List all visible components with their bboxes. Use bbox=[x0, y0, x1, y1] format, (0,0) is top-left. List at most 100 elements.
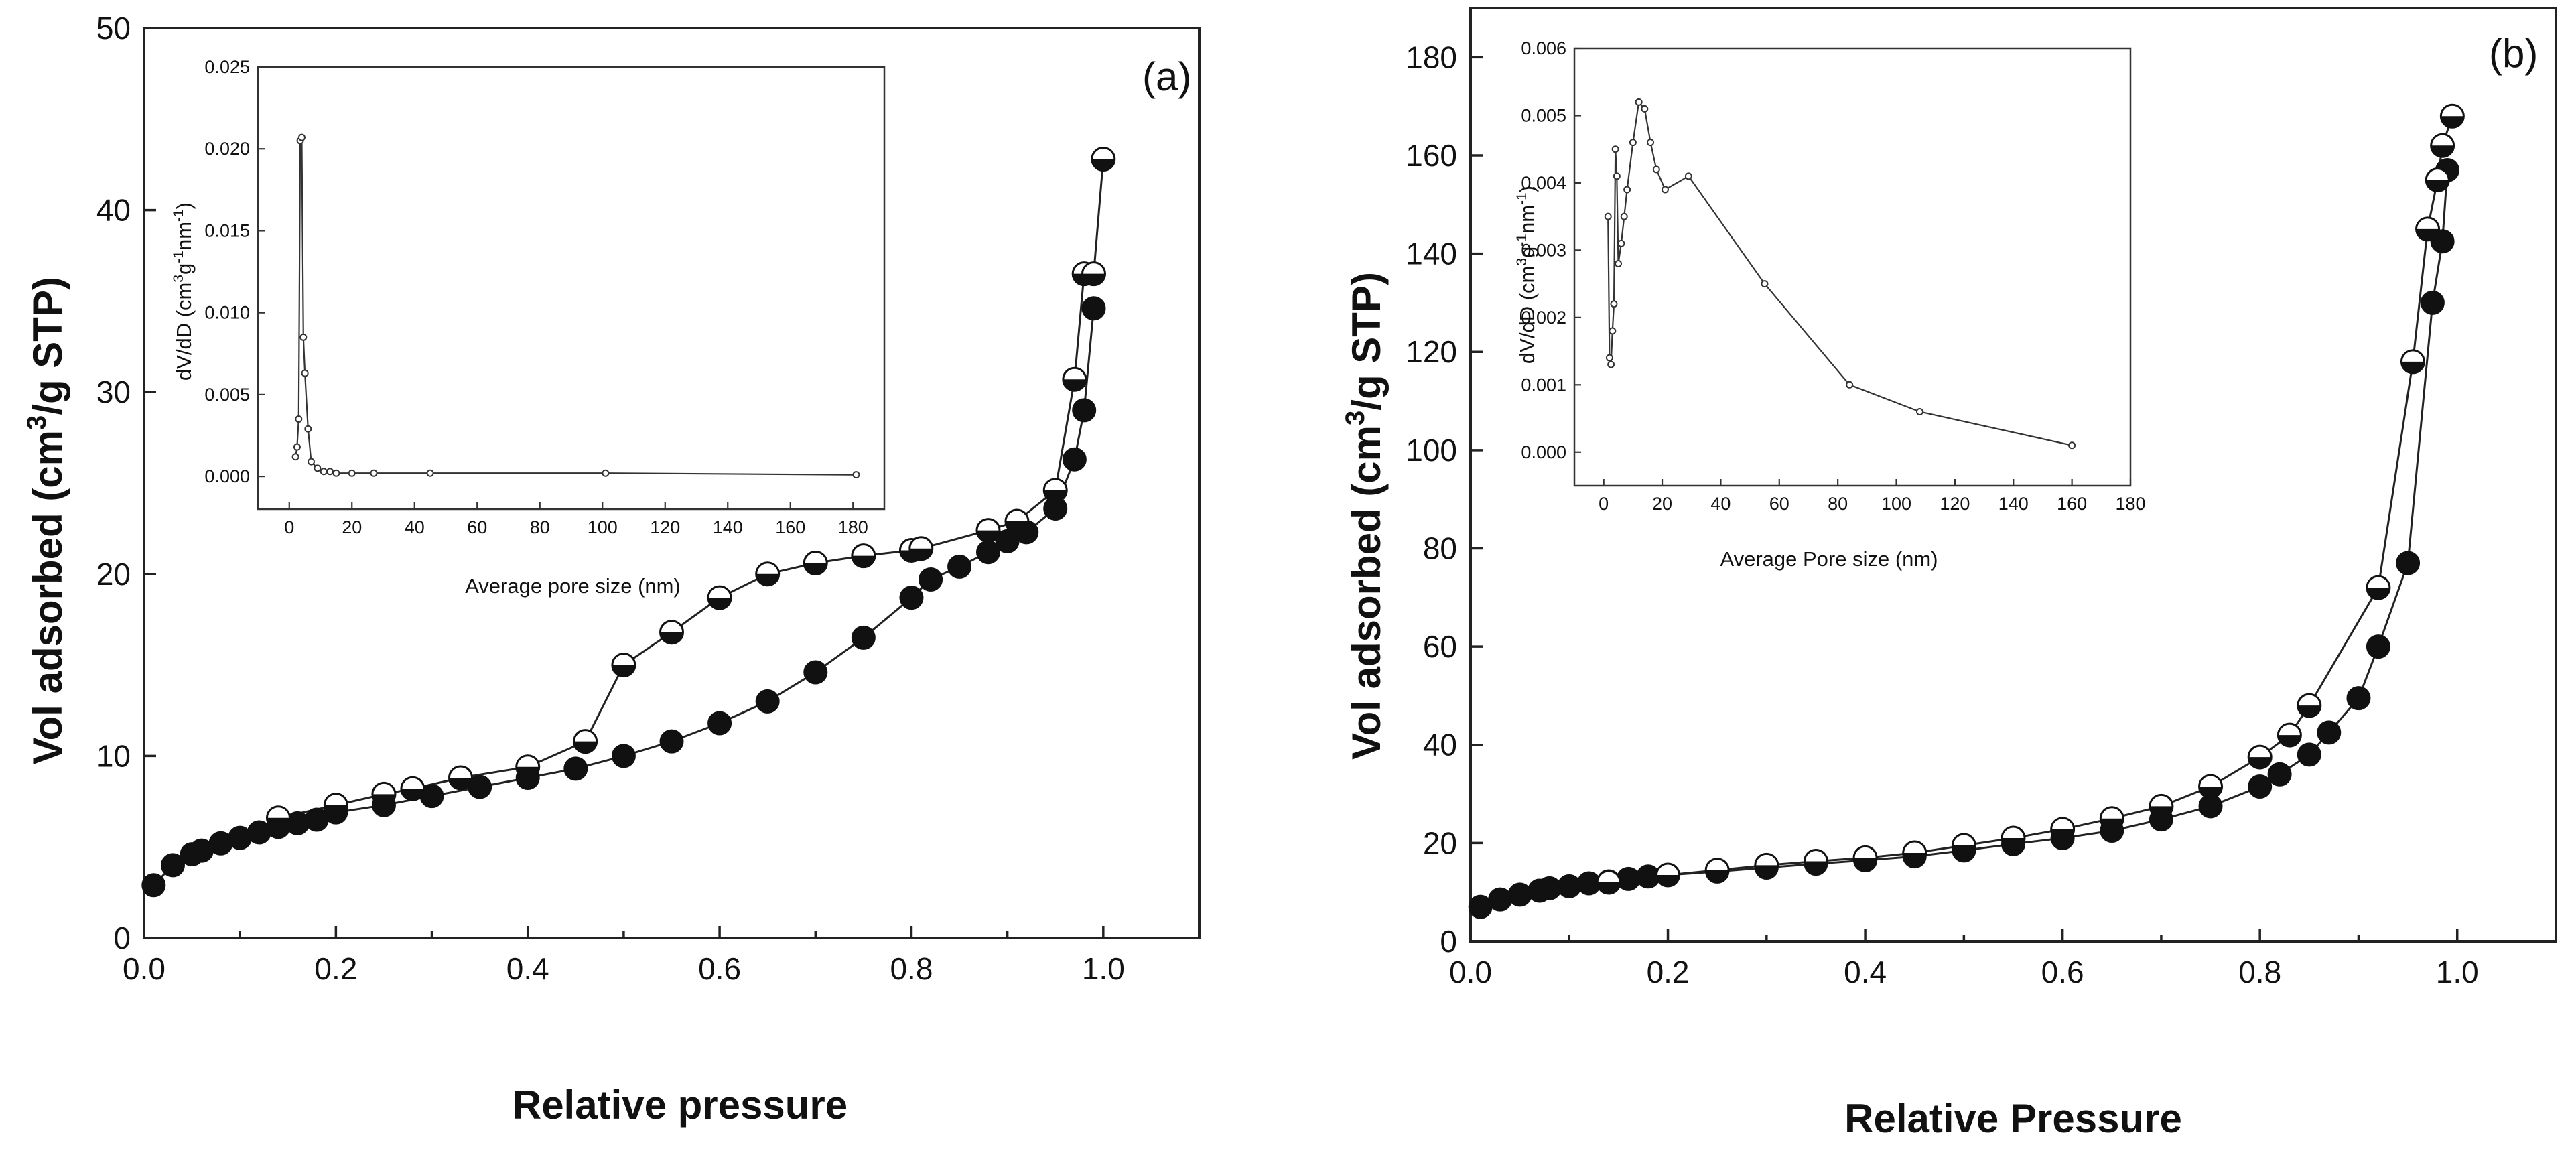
panel-a-inset-point bbox=[602, 469, 610, 477]
panel-a-half-filled-point bbox=[1004, 508, 1030, 534]
panel-a-half-filled-point-fill bbox=[1005, 521, 1028, 533]
panel-a-half-filled-point-fill bbox=[612, 665, 635, 677]
panel-a-inset-x-tick-label: 20 bbox=[342, 517, 362, 537]
panel-b-half-filled-point bbox=[1951, 833, 1976, 858]
panel-a-half-filled-point-fill bbox=[660, 632, 683, 644]
panel-b-half-filled-point bbox=[1655, 862, 1681, 888]
panel-a-filled-point bbox=[1081, 296, 1106, 321]
panel-a-half-filled-point bbox=[1081, 261, 1106, 287]
panel-a-half-filled-point-fill bbox=[852, 555, 875, 567]
panel-b-filled-point bbox=[2267, 762, 2292, 787]
panel-a-inset-point bbox=[326, 468, 334, 476]
panel-b-inset: 0 20 40 60 80 100 120 140 160 180 0.000 0.001 0.002 0… bbox=[1514, 38, 2146, 571]
panel-b-inset-point bbox=[1623, 186, 1631, 194]
panel-a-half-filled-point-fill bbox=[1063, 379, 1086, 391]
panel-a: 0.0 0.2 0.4 0.6 0.8 1.0 0 10 20 30 40 50 (a) Relati… bbox=[22, 11, 1201, 1128]
panel-a-filled-point bbox=[947, 554, 972, 579]
panel-a-half-filled-point bbox=[659, 620, 684, 645]
panel-b-half-filled-point bbox=[1754, 852, 1779, 878]
panel-b-filled-point bbox=[2248, 774, 2273, 799]
panel-b-half-filled-point-fill bbox=[2248, 757, 2272, 769]
panel-a-inset-line bbox=[295, 137, 856, 476]
panel-a-inset-point bbox=[293, 443, 301, 451]
panel-a-inset-point bbox=[299, 333, 308, 341]
panel-b-y-tick-label: 80 bbox=[1423, 531, 1457, 565]
panel-a-inset-y-tick-label: 0.020 bbox=[204, 139, 250, 159]
panel-b-inset-point bbox=[1610, 300, 1618, 308]
panel-b-half-filled-point-fill bbox=[2278, 735, 2301, 747]
panel-a-inset-y-tick-label: 0.025 bbox=[204, 57, 250, 77]
panel-a-inset-point bbox=[332, 469, 340, 477]
panel-b-inset-point bbox=[1609, 327, 1617, 335]
panel-b-inset-y-tick-label: 0.003 bbox=[1521, 240, 1566, 260]
panel-a-inset-point bbox=[304, 425, 312, 433]
panel-b-half-filled-point bbox=[1902, 840, 1927, 866]
panel-b-inset-x-tick-label: 0 bbox=[1599, 494, 1609, 514]
panel-a-x-tick-label: 0.6 bbox=[698, 951, 741, 986]
panel-a-inset-point bbox=[426, 469, 434, 477]
panel-a-half-filled-point-fill bbox=[449, 777, 472, 789]
panel-a-half-filled-point-fill bbox=[1091, 159, 1115, 171]
panel-a-inset-x-tick-label: 100 bbox=[588, 517, 618, 537]
panel-a-inset-axes: 0 20 40 60 80 100 120 140 160 180 0.000 0.005 0.010 0… bbox=[204, 57, 886, 537]
panel-a-filled-point bbox=[707, 711, 732, 736]
panel-b-inset-point bbox=[1620, 212, 1628, 220]
panel-b-half-filled-point bbox=[2198, 774, 2224, 799]
panel-a-half-filled-point-fill bbox=[401, 789, 424, 801]
panel-b-filled-point bbox=[1488, 887, 1513, 912]
panel-b-half-filled-point bbox=[2247, 744, 2273, 770]
panel-b-inset-x-axis-title: Average Pore size (nm) bbox=[1720, 547, 1938, 571]
panel-b-inset-y-tick-label: 0.000 bbox=[1521, 442, 1566, 462]
panel-b-y-tick-label: 40 bbox=[1423, 728, 1457, 762]
panel-a-inset-y-tick-label: 0.010 bbox=[204, 303, 250, 323]
panel-a-label: (a) bbox=[1142, 54, 1191, 99]
panel-b-inset-point bbox=[1635, 98, 1643, 106]
panel-a-half-filled-point bbox=[611, 653, 636, 678]
panel-a-inset-y-tick-label: 0.000 bbox=[204, 466, 250, 486]
panel-b-half-filled-point-fill bbox=[2149, 806, 2173, 818]
panel-a-y-tick-label: 40 bbox=[96, 193, 131, 228]
panel-a-half-filled-point-fill bbox=[977, 530, 1000, 542]
panel-b-half-filled-point bbox=[2439, 103, 2465, 129]
panel-b-half-filled-point bbox=[2050, 817, 2076, 842]
panel-a-inset-point bbox=[295, 415, 303, 423]
panel-b-inset-x-tick-label: 40 bbox=[1710, 494, 1731, 514]
panel-b-inset-y-axis-title: dV/dD (cm3g-1nm-1) bbox=[1514, 186, 1539, 364]
panel-b-half-filled-point bbox=[2366, 575, 2391, 600]
panel-b-half-filled-point bbox=[2149, 793, 2174, 819]
panel-b-half-filled-point bbox=[2430, 133, 2455, 158]
panel-a-half-filled-point bbox=[265, 805, 291, 831]
panel-b-half-filled-point-fill bbox=[2366, 588, 2390, 600]
panel-a-x-tick-label: 0.8 bbox=[890, 951, 933, 986]
panel-a-filled-point bbox=[899, 586, 924, 610]
panel-b-half-filled-point-fill bbox=[1854, 858, 1877, 870]
panel-b-x-tick-label: 1.0 bbox=[2436, 955, 2479, 990]
panel-b-half-filled-point-fill bbox=[2100, 818, 2124, 830]
panel-a-series-1-line bbox=[278, 159, 1105, 819]
panel-b-inset-point bbox=[1629, 139, 1637, 147]
panel-b-half-filled-point bbox=[2001, 825, 2026, 851]
panel-b-inset-point bbox=[1611, 145, 1619, 153]
panel-b-half-filled-point-fill bbox=[2416, 228, 2439, 241]
panel-b-filled-point bbox=[2317, 720, 2342, 745]
panel-b-half-filled-point-fill bbox=[1952, 845, 1976, 858]
panel-a-half-filled-point-fill bbox=[324, 805, 348, 817]
panel-b-half-filled-point-fill bbox=[1597, 882, 1621, 894]
panel-b-inset-plot-frame bbox=[1573, 47, 2132, 487]
panel-b-half-filled-point-fill bbox=[2431, 145, 2454, 157]
panel-b-inset-y-tick-label: 0.004 bbox=[1521, 173, 1566, 193]
panel-b-half-filled-point-fill bbox=[1706, 870, 1729, 882]
panel-a-inset-x-tick-label: 0 bbox=[284, 517, 294, 537]
panel-a-inset-point bbox=[301, 369, 309, 377]
panel-b-inset-x-tick-label: 180 bbox=[2115, 494, 2145, 514]
panel-b-x-tick-label: 0.4 bbox=[1844, 955, 1887, 990]
panel-a-x-tick-label: 0.2 bbox=[314, 951, 357, 986]
panel-a-inset-point bbox=[291, 453, 299, 461]
panel-b-inset-x-tick-label: 140 bbox=[1998, 494, 2029, 514]
panel-b-half-filled-point bbox=[1704, 858, 1730, 883]
panel-a-inset-x-tick-label: 120 bbox=[650, 517, 680, 537]
panel-a-inset-x-axis-title: Average pore size (nm) bbox=[465, 574, 681, 598]
panel-b-filled-point bbox=[2297, 742, 2321, 767]
panel-a-inset-y-tick-label: 0.015 bbox=[204, 220, 250, 241]
panel-a-inset-point bbox=[314, 464, 322, 472]
